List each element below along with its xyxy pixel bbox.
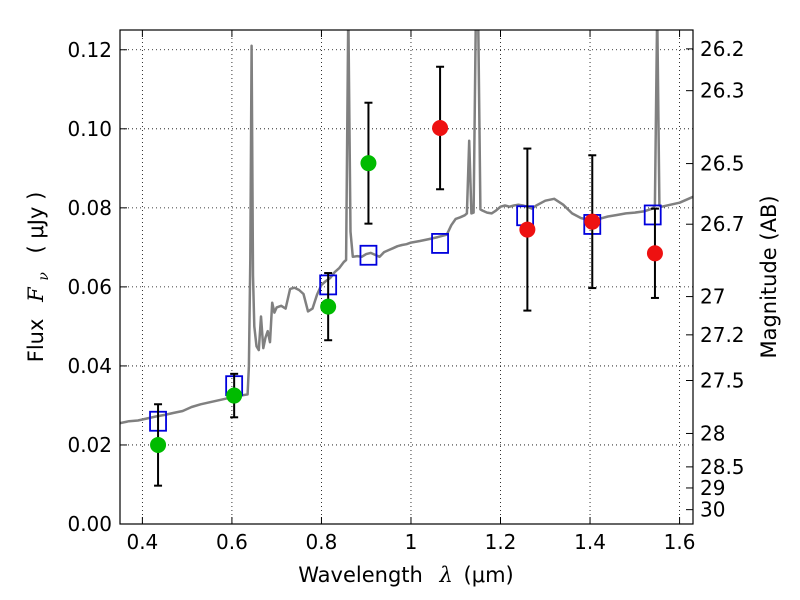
x-tick-label: 0.6	[216, 530, 248, 554]
magnitude-axis-label: Magnitude (AB)	[757, 195, 781, 358]
y-axis-label: Flux F ν ( μJy )	[24, 192, 53, 363]
observed-data-point	[226, 387, 243, 404]
x-tick-label: 0.4	[126, 530, 158, 554]
y-tick-label: 0.08	[67, 196, 112, 220]
x-axis-label-main: Wavelength	[298, 563, 423, 587]
y-axis-label-symbol: F	[24, 286, 48, 303]
magnitude-tick-label: 27	[700, 285, 725, 309]
observed-data-point	[360, 155, 377, 172]
magnitude-tick-label: 27.5	[700, 369, 745, 393]
magnitude-tick-label: 26.7	[700, 212, 745, 236]
x-axis-label: Wavelength λ (μm)	[298, 563, 513, 587]
model-photometry-square	[643, 204, 662, 226]
magnitude-tick-label: 26.5	[700, 152, 745, 176]
magnitude-tick-label: 26.2	[700, 37, 745, 61]
magnitude-tick-label: 29	[700, 476, 725, 500]
y-tick-label: 0.04	[67, 354, 112, 378]
x-tick-label: 1	[405, 530, 418, 554]
y-tick-label: 0.12	[67, 38, 112, 62]
observed-data-point	[584, 213, 601, 230]
plot-frame	[119, 29, 694, 525]
magnitude-tick-label: 30	[700, 498, 725, 522]
y-tick-label: 0.06	[67, 275, 112, 299]
x-tick-label: 1.2	[485, 530, 517, 554]
x-tick-label: 0.8	[306, 530, 338, 554]
observed-data-point	[519, 221, 536, 238]
x-axis-label-unit: (μm)	[464, 563, 514, 587]
grid	[120, 30, 693, 525]
spectrum-line	[120, 30, 693, 425]
x-tick-label: 1.4	[574, 530, 606, 554]
magnitude-tick-label: 27.2	[700, 323, 745, 347]
y-tick-label: 0.10	[67, 117, 112, 141]
observed-data-point	[432, 120, 449, 137]
observed-data-point	[320, 298, 337, 315]
y-axis-label-unit: ( μJy )	[24, 192, 48, 254]
x-axis-label-symbol: λ	[439, 563, 453, 587]
y-tick-label: 0.00	[67, 512, 112, 536]
observed-data-point	[646, 245, 663, 262]
y-axis-label-main: Flux	[24, 319, 48, 363]
model-photometry-square	[359, 244, 378, 266]
magnitude-tick-label: 28.5	[700, 455, 745, 479]
observed-data-point	[150, 436, 167, 453]
x-tick-label: 1.6	[664, 530, 696, 554]
y-tick-label: 0.02	[67, 433, 112, 457]
y-axis-label-subscript: ν	[36, 272, 52, 281]
plot-area	[120, 30, 693, 487]
magnitude-tick-label: 28	[700, 421, 725, 445]
magnitude-tick-label: 26.3	[700, 79, 745, 103]
model-photometry-square	[431, 233, 449, 254]
axis-ticks: 0.4 0.6 0.8 1 1.2 1.4 1.6 0.00 0.02 0.04 0.06 0.08 0…	[67, 30, 745, 554]
